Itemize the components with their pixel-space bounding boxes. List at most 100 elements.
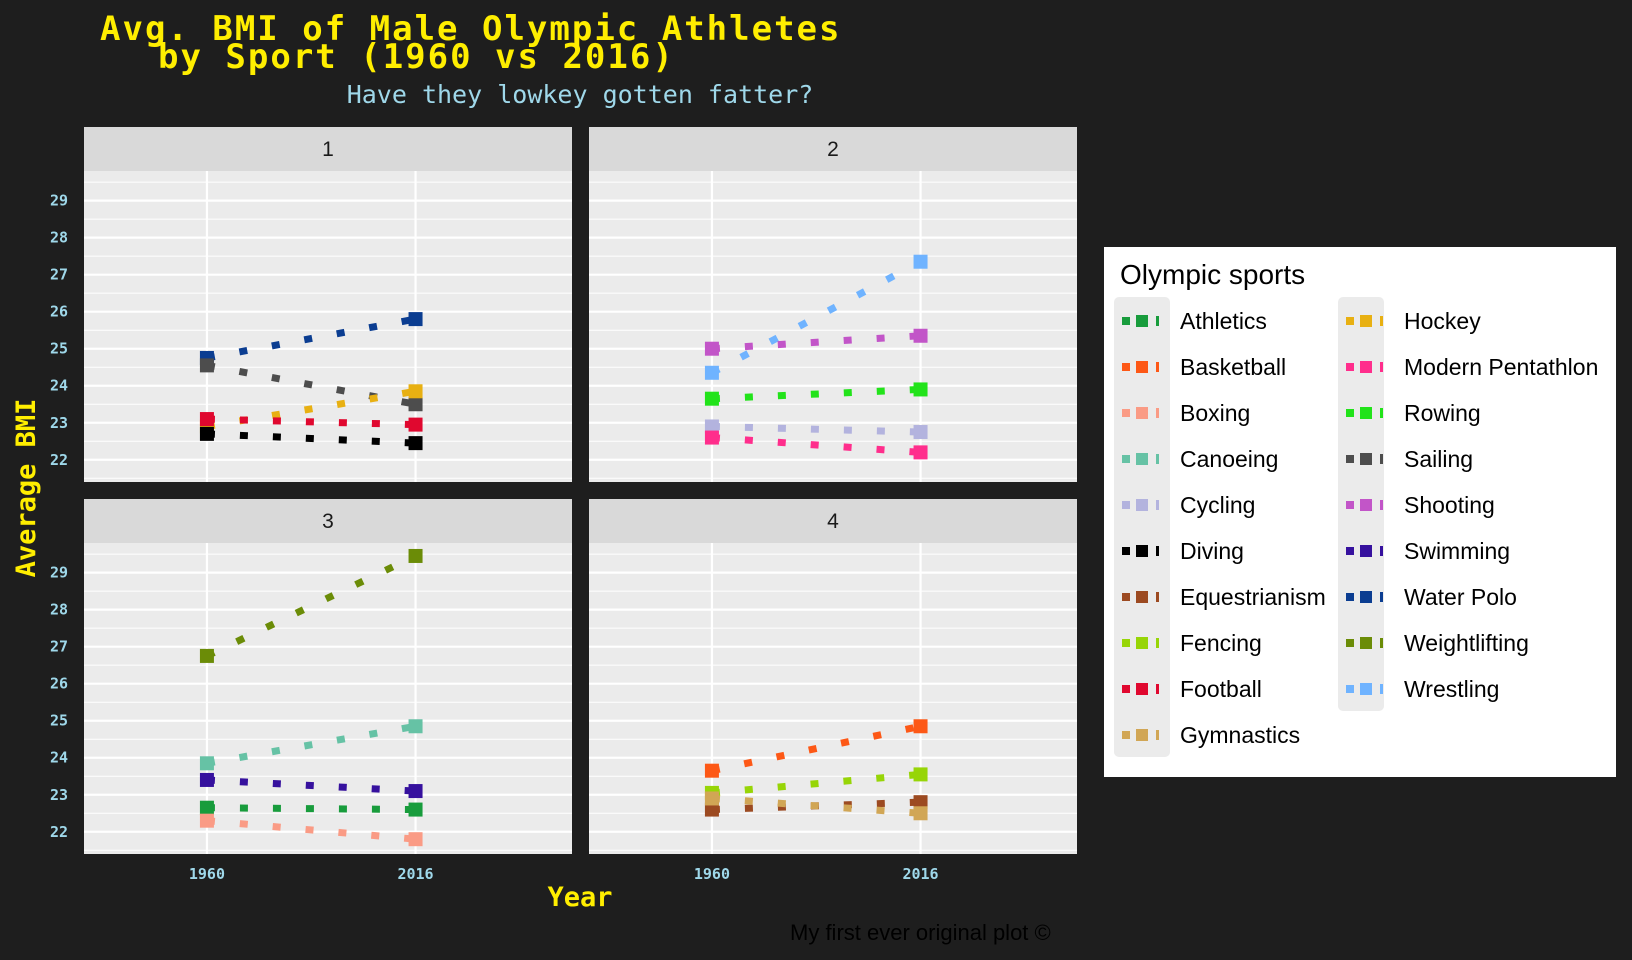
legend-key bbox=[1338, 298, 1394, 344]
data-point bbox=[913, 806, 928, 821]
data-point bbox=[199, 756, 214, 771]
legend-item-sailing: Sailing bbox=[1338, 436, 1558, 482]
legend-label: Swimming bbox=[1404, 538, 1511, 564]
series-athletics bbox=[199, 800, 423, 817]
series-line bbox=[711, 422, 921, 436]
series-gymnastics bbox=[704, 791, 928, 821]
panel-background bbox=[84, 543, 572, 854]
y-tick-label: 27 bbox=[50, 638, 68, 656]
legend-label: Shooting bbox=[1404, 492, 1495, 518]
legend-item-swimming: Swimming bbox=[1338, 528, 1558, 574]
legend-key-swatch bbox=[1156, 592, 1159, 602]
legend-item-gymnastics: Gymnastics bbox=[1114, 712, 1334, 758]
y-tick-label: 28 bbox=[50, 601, 68, 619]
series-line bbox=[711, 770, 921, 797]
legend-item-hockey: Hockey bbox=[1338, 298, 1558, 344]
y-tick-label: 23 bbox=[50, 786, 68, 804]
legend-key-swatch bbox=[1346, 501, 1354, 509]
y-tick-label: 27 bbox=[50, 266, 68, 284]
legend-item-shooting: Shooting bbox=[1338, 482, 1558, 528]
legend-key-swatch bbox=[1346, 455, 1354, 463]
data-point bbox=[913, 254, 928, 269]
data-point bbox=[913, 382, 928, 397]
x-tick-label: 2016 bbox=[397, 865, 433, 883]
data-point bbox=[704, 763, 719, 778]
facet-panel-2: 2 bbox=[589, 127, 1077, 482]
legend-label: Gymnastics bbox=[1180, 722, 1301, 748]
legend-key-swatch bbox=[1156, 546, 1159, 556]
facet-panel-1: 1 22 23 24 25 26 27 28 29 bbox=[50, 127, 572, 482]
series-sailing bbox=[199, 358, 423, 412]
panel-background bbox=[589, 171, 1077, 482]
series-line bbox=[206, 804, 416, 814]
legend-label: Sailing bbox=[1404, 446, 1474, 472]
data-point bbox=[408, 436, 423, 451]
y-tick-label: 26 bbox=[50, 303, 68, 321]
y-tick-label: 23 bbox=[50, 414, 68, 432]
legend-label: Cycling bbox=[1180, 492, 1256, 518]
legend-item-fencing: Fencing bbox=[1114, 620, 1334, 666]
legend-item-equestrianism: Equestrianism bbox=[1114, 574, 1334, 620]
series-football bbox=[199, 412, 423, 432]
series-boxing bbox=[199, 813, 423, 847]
facet-strip bbox=[589, 127, 1077, 171]
facet-strip bbox=[84, 127, 572, 171]
x-tick-label: 2016 bbox=[902, 865, 938, 883]
legend-label: Boxing bbox=[1180, 400, 1251, 426]
legend-label: Water Polo bbox=[1404, 584, 1517, 610]
data-point bbox=[408, 832, 423, 847]
legend-key-swatch bbox=[1156, 454, 1159, 464]
legend-key-swatch bbox=[1380, 684, 1383, 694]
series-swimming bbox=[199, 772, 423, 799]
data-point bbox=[913, 328, 928, 343]
series-rowing bbox=[704, 382, 928, 406]
panel-background bbox=[84, 171, 572, 482]
legend-key bbox=[1338, 574, 1394, 620]
legend-item-boxing: Boxing bbox=[1114, 390, 1334, 436]
legend-label: Wrestling bbox=[1404, 676, 1500, 702]
data-point bbox=[408, 784, 423, 799]
legend-item-canoeing: Canoeing bbox=[1114, 436, 1334, 482]
legend-item-water-polo: Water Polo bbox=[1338, 574, 1558, 620]
data-point bbox=[913, 767, 928, 782]
legend-key bbox=[1114, 712, 1170, 758]
legend-key-swatch bbox=[1360, 545, 1372, 557]
panel-background bbox=[589, 543, 1077, 854]
series-line bbox=[206, 722, 417, 767]
legend-key-swatch bbox=[1156, 500, 1159, 510]
legend-key bbox=[1338, 666, 1394, 712]
facet-strip-label: 1 bbox=[322, 138, 334, 161]
data-point bbox=[199, 426, 214, 441]
legend-key-swatch bbox=[1122, 409, 1130, 417]
legend-key bbox=[1114, 298, 1170, 344]
legend-key-swatch bbox=[1136, 453, 1148, 465]
legend-key-swatch bbox=[1380, 638, 1383, 648]
legend-item-basketball: Basketball bbox=[1114, 344, 1334, 390]
y-tick-label: 22 bbox=[50, 451, 68, 469]
legend-key bbox=[1338, 344, 1394, 390]
legend-item-weightlifting: Weightlifting bbox=[1338, 620, 1558, 666]
legend-label: Athletics bbox=[1180, 308, 1267, 334]
data-point bbox=[913, 445, 928, 460]
data-point bbox=[408, 548, 423, 563]
data-point bbox=[408, 802, 423, 817]
legend-label: Football bbox=[1180, 676, 1262, 702]
legend-key-swatch bbox=[1380, 408, 1383, 418]
facet-strip-label: 3 bbox=[322, 510, 334, 533]
legend-key-swatch bbox=[1346, 409, 1354, 417]
legend-label: Fencing bbox=[1180, 630, 1262, 656]
series-modern-pentathlon bbox=[704, 430, 928, 460]
chart-subtitle: Have they lowkey gotten fatter? bbox=[346, 80, 814, 109]
series-line bbox=[206, 361, 417, 408]
data-point bbox=[408, 384, 423, 399]
legend-key-swatch bbox=[1156, 730, 1159, 740]
legend-key-swatch bbox=[1380, 546, 1383, 556]
legend-key-swatch bbox=[1380, 316, 1383, 326]
legend-key-swatch bbox=[1156, 362, 1159, 372]
legend-label: Weightlifting bbox=[1404, 630, 1529, 656]
legend-key-swatch bbox=[1136, 545, 1148, 557]
legend-item-modern-pentathlon: Modern Pentathlon bbox=[1338, 344, 1598, 390]
legend-key-swatch bbox=[1156, 684, 1159, 694]
legend-key-swatch bbox=[1360, 591, 1372, 603]
